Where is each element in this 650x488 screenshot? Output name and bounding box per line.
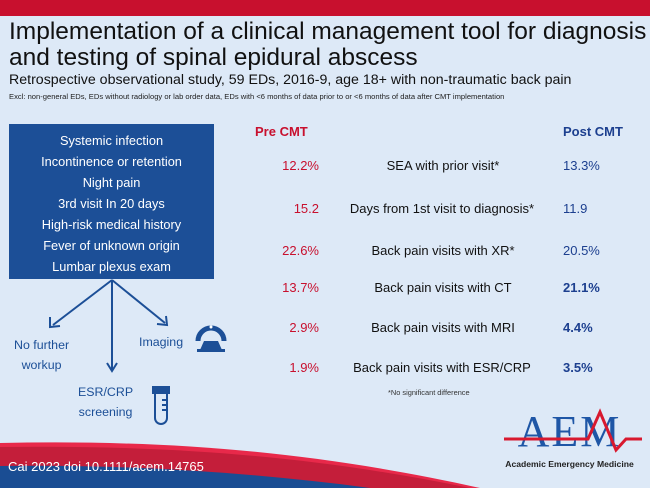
pre-value: 22.6% xyxy=(282,243,319,258)
outcome-text: workup xyxy=(21,358,62,372)
metric-label: SEA with prior visit* xyxy=(386,158,500,173)
post-value: 11.9 xyxy=(563,201,588,216)
pre-cmt-header: Pre CMT xyxy=(255,124,308,139)
result-row: 12.2% SEA with prior visit* 13.3% xyxy=(240,158,650,178)
criteria-item: Systemic infection xyxy=(59,133,164,148)
outcome-text: Imaging xyxy=(139,335,184,349)
result-row: 2.9% Back pain visits with MRI 4.4% xyxy=(240,320,650,340)
metric-label: Days from 1st visit to diagnosis* xyxy=(349,201,535,216)
pre-value: 15.2 xyxy=(293,201,319,216)
footnote: *No significant difference xyxy=(388,388,470,397)
outcome-esr-crp-screening: ESR/CRP screening xyxy=(78,382,133,422)
criteria-item: High-risk medical history xyxy=(41,217,182,232)
outcome-text: ESR/CRP xyxy=(78,385,134,399)
post-value: 20.5% xyxy=(563,243,600,258)
metric-label: Back pain visits with ESR/CRP xyxy=(353,360,531,375)
result-row: 15.2 Days from 1st visit to diagnosis* 1… xyxy=(240,201,650,221)
aem-logo-tagline: Academic Emergency Medicine xyxy=(505,459,634,469)
post-value: 4.4% xyxy=(563,320,593,335)
exclusion-criteria: Excl: non-general EDs, EDs without radio… xyxy=(9,92,505,101)
criteria-item: Fever of unknown origin xyxy=(43,238,180,253)
criteria-item: 3rd visit In 20 days xyxy=(58,196,165,211)
outcome-imaging: Imaging xyxy=(139,332,183,352)
heartbeat-line-icon xyxy=(504,408,642,453)
criteria-item: Incontinence or retention xyxy=(41,154,182,169)
arrow-no-workup xyxy=(52,279,113,326)
pre-value: 2.9% xyxy=(289,320,319,335)
outcome-no-further-workup: No further workup xyxy=(14,335,69,375)
aem-logo: AEM Academic Emergency Medicine xyxy=(492,408,647,478)
criteria-item: Night pain xyxy=(82,175,141,190)
metric-label: Back pain visits with CT xyxy=(374,280,512,295)
pre-value: 1.9% xyxy=(289,360,319,375)
top-accent-bar xyxy=(0,0,650,16)
study-subtitle: Retrospective observational study, 59 ED… xyxy=(9,72,572,88)
outcome-text: screening xyxy=(78,405,133,419)
metric-label: Back pain visits with XR* xyxy=(371,243,515,258)
test-tube-icon xyxy=(152,386,170,425)
result-row: 22.6% Back pain visits with XR* 20.5% xyxy=(240,243,650,263)
pre-value: 12.2% xyxy=(282,158,319,173)
criteria-item: Lumbar plexus exam xyxy=(52,259,171,274)
post-value: 21.1% xyxy=(563,280,600,295)
post-value: 3.5% xyxy=(563,360,593,375)
pre-value: 13.7% xyxy=(282,280,319,295)
page-title: Implementation of a clinical management … xyxy=(9,18,647,71)
metric-label: Back pain visits with MRI xyxy=(371,320,515,335)
post-value: 13.3% xyxy=(563,158,600,173)
mri-scanner-icon xyxy=(195,325,227,352)
citation: Cai 2023 doi 10.1111/acem.14765 xyxy=(8,459,204,474)
high-risk-criteria-box: Systemic infection Incontinence or reten… xyxy=(9,124,214,279)
result-row: 1.9% Back pain visits with ESR/CRP 3.5% xyxy=(240,360,650,380)
arrow-imaging xyxy=(111,279,166,324)
outcome-text: No further xyxy=(14,338,70,352)
result-row: 13.7% Back pain visits with CT 21.1% xyxy=(240,280,650,300)
post-cmt-header: Post CMT xyxy=(563,124,623,139)
